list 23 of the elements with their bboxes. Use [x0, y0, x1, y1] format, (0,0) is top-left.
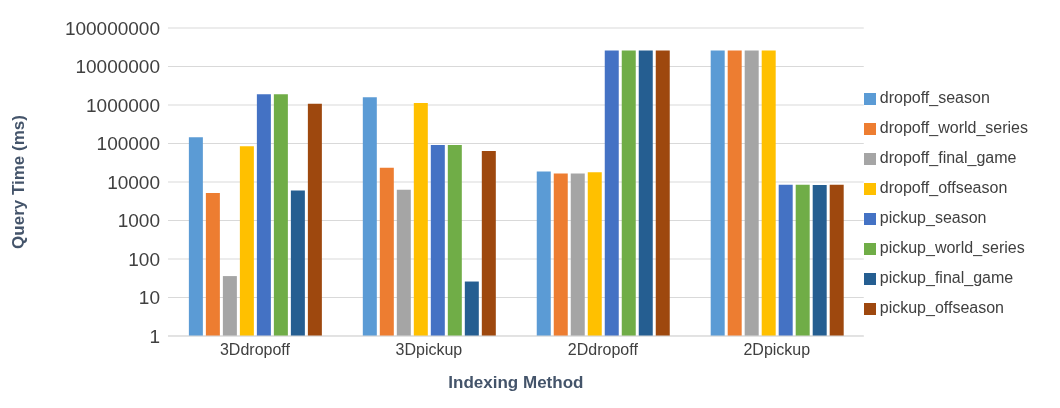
y-tick-label: 100000000 [64, 17, 160, 39]
x-tick-label: 3Dpickup [395, 341, 463, 359]
y-tick-label: 10000000 [75, 56, 160, 78]
legend-label: pickup_final_game [879, 269, 1014, 286]
y-tick-label: 1000000 [86, 94, 160, 116]
x-tick-label: 2Ddropoff [567, 341, 639, 359]
y-tick-label: 1000 [117, 210, 160, 232]
y-tick-label: 100 [128, 248, 160, 270]
y-tick-label: 10000 [107, 171, 160, 193]
x-tick-label: 3Ddropoff [219, 341, 291, 359]
x-axis-title: Indexing Method [448, 373, 584, 392]
y-tick-label: 1 [149, 325, 160, 347]
x-tick-label: 2Dpickup [743, 341, 811, 359]
y-axis-title: Query Time (ms) [9, 115, 29, 249]
y-tick-label: 10 [138, 287, 160, 309]
legend-label: dropoff_world_series [879, 119, 1028, 136]
legend-label: pickup_season [879, 209, 987, 226]
legend-label: pickup_world_series [879, 239, 1025, 256]
legend-label: dropoff_final_game [879, 149, 1017, 166]
legend-label: dropoff_season [879, 89, 990, 106]
legend-label: pickup_offseason [879, 299, 1005, 316]
legend-label: dropoff_offseason [879, 179, 1008, 196]
y-tick-label: 100000 [96, 133, 160, 155]
